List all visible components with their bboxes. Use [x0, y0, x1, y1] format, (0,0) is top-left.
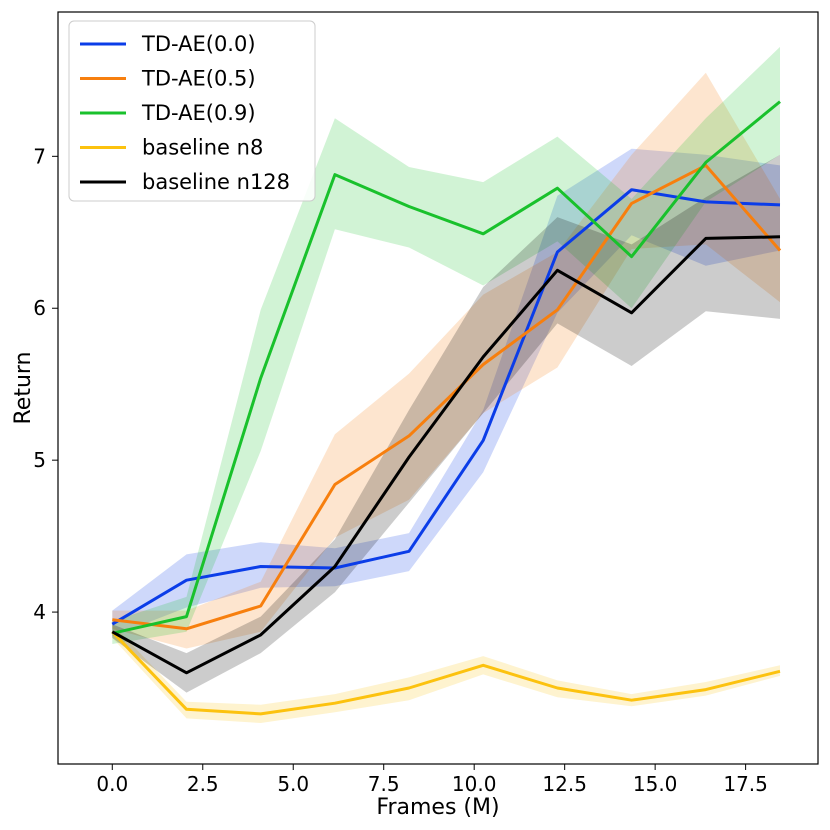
legend: TD-AE(0.0) TD-AE(0.5) TD-AE(0.9) baseline n… — [68, 20, 316, 202]
y-axis-ticks: 4 5 6 7 — [33, 144, 58, 624]
band-td-ae-0-0 — [112, 148, 781, 637]
y-tick-label: 6 — [33, 296, 46, 320]
x-tick-label: 17.5 — [723, 772, 768, 796]
x-tick-label: 12.5 — [542, 772, 587, 796]
band-baseline-n128 — [112, 154, 781, 693]
series-lines — [111, 100, 782, 716]
plot-frame — [57, 11, 819, 765]
series-line-td-ae-0-0 — [111, 188, 781, 626]
x-axis-ticks: 0.0 2.5 5.0 7.5 10.0 12.5 15.0 17.5 — [96, 764, 768, 796]
y-axis-label: Return — [11, 351, 36, 424]
band-td-ae-0-9 — [112, 46, 781, 644]
series-line-baseline-n128 — [111, 235, 781, 675]
x-tick-label: 15.0 — [633, 772, 678, 796]
band-td-ae-0-5 — [112, 72, 781, 649]
legend-label-td-ae-0-0: TD-AE(0.0) — [141, 32, 256, 56]
series-line-td-ae-0-9 — [111, 100, 781, 635]
x-tick-label: 10.0 — [452, 772, 497, 796]
legend-box — [68, 20, 316, 202]
legend-label-baseline-n128: baseline n128 — [142, 170, 290, 194]
series-line-baseline-n8 — [111, 630, 781, 716]
x-axis-label: Frames (M) — [376, 795, 499, 820]
series-line-td-ae-0-5 — [112, 163, 782, 631]
x-tick-label: 5.0 — [277, 772, 309, 796]
x-tick-label: 0.0 — [96, 772, 128, 796]
legend-label-baseline-n8: baseline n8 — [142, 136, 263, 160]
legend-label-td-ae-0-9: TD-AE(0.9) — [141, 101, 256, 125]
x-tick-label: 7.5 — [368, 772, 400, 796]
y-tick-label: 5 — [33, 448, 46, 472]
y-tick-label: 7 — [33, 144, 46, 168]
legend-label-td-ae-0-5: TD-AE(0.5) — [141, 67, 256, 91]
x-tick-label: 2.5 — [187, 772, 219, 796]
y-tick-label: 4 — [33, 600, 46, 624]
